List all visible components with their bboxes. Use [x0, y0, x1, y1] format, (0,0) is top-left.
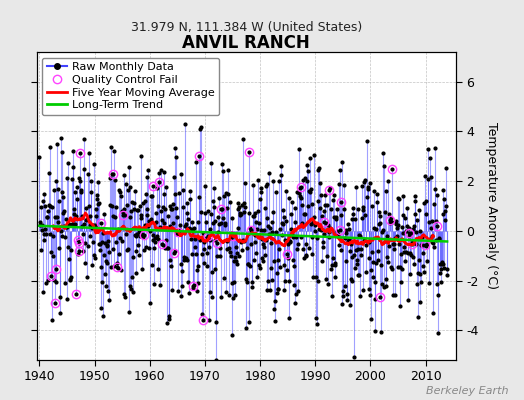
Title: ANVIL RANCH: ANVIL RANCH: [182, 34, 310, 52]
Text: 31.979 N, 111.384 W (United States): 31.979 N, 111.384 W (United States): [130, 21, 362, 34]
Legend: Raw Monthly Data, Quality Control Fail, Five Year Moving Average, Long-Term Tren: Raw Monthly Data, Quality Control Fail, …: [42, 58, 220, 115]
Text: Berkeley Earth: Berkeley Earth: [426, 386, 508, 396]
Y-axis label: Temperature Anomaly (°C): Temperature Anomaly (°C): [485, 122, 498, 290]
